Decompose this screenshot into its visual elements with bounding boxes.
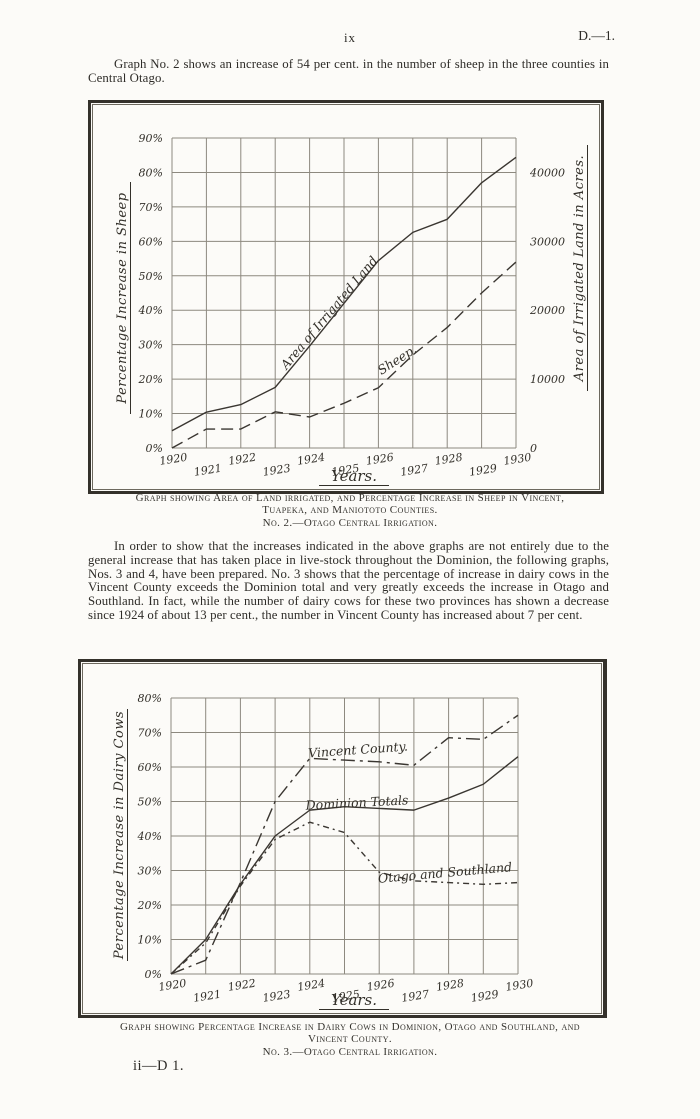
svg-text:20%: 20% xyxy=(137,899,162,912)
svg-text:30%: 30% xyxy=(138,865,162,878)
svg-text:20000: 20000 xyxy=(529,304,565,317)
figure-1-caption: Graph showing Area of Land irrigated, an… xyxy=(40,492,660,529)
svg-text:1930: 1930 xyxy=(503,451,533,468)
left-axis-title-dairy-cows: Percentage Increase in Dairy Cows xyxy=(112,709,128,961)
sheep-irrigation-chart: 0%10%20%30%40%50%60%70%80%90%19201921192… xyxy=(138,132,565,479)
caption-line: No. 3.—Otago Central Irrigation. xyxy=(262,1045,438,1058)
svg-text:10%: 10% xyxy=(138,934,162,947)
svg-text:1928: 1928 xyxy=(434,451,464,468)
svg-text:1926: 1926 xyxy=(366,977,396,994)
svg-text:1929: 1929 xyxy=(470,988,500,1005)
right-axis-title-acres: Area of Irrigated Land in Acres. xyxy=(572,145,588,391)
x-axis-title-years-1: Years. xyxy=(319,467,389,486)
figure-2-caption: Graph showing Percentage Increase in Dai… xyxy=(40,1021,660,1058)
figure-dairy-cows-chart: 0% 10% 20% 30% 40% 50% 60% 70% 80% 1920 1921 1922 19… xyxy=(78,659,607,1018)
svg-text:80%: 80% xyxy=(138,692,162,705)
svg-text:40%: 40% xyxy=(138,304,163,317)
svg-text:1923: 1923 xyxy=(262,988,292,1005)
caption-line: No. 2.—Otago Central Irrigation. xyxy=(262,516,438,529)
svg-text:60%: 60% xyxy=(139,235,163,248)
svg-text:1928: 1928 xyxy=(435,977,465,994)
caption-line: Graph showing Percentage Increase in Dai… xyxy=(120,1021,580,1033)
svg-text:60%: 60% xyxy=(138,761,162,774)
svg-text:10000: 10000 xyxy=(530,373,565,386)
x-axis-title-years-2: Years. xyxy=(319,991,389,1010)
svg-text:1925: 1925 xyxy=(331,462,361,479)
svg-text:0%: 0% xyxy=(145,968,162,981)
doc-ref: D.—1. xyxy=(578,28,615,43)
svg-text:70%: 70% xyxy=(138,727,162,740)
intro-paragraph: Graph No. 2 shows an increase of 54 per … xyxy=(88,57,609,85)
page-number: ix xyxy=(343,30,357,45)
svg-text:30000: 30000 xyxy=(530,235,565,248)
footer-signature: ii—D 1. xyxy=(133,1058,185,1074)
svg-text:1923: 1923 xyxy=(262,462,292,479)
svg-text:1927: 1927 xyxy=(399,462,429,479)
discussion-paragraph: In order to show that the increases indi… xyxy=(88,539,609,622)
caption-line: Tuapeka, and Maniototo Counties. xyxy=(262,504,438,517)
svg-text:40000: 40000 xyxy=(529,166,565,179)
svg-text:1920: 1920 xyxy=(158,977,188,994)
svg-text:30%: 30% xyxy=(139,339,163,352)
svg-text:90%: 90% xyxy=(139,132,163,145)
svg-text:1925: 1925 xyxy=(331,988,361,1005)
svg-text:10%: 10% xyxy=(139,408,163,421)
svg-text:1921: 1921 xyxy=(192,988,222,1005)
svg-text:1926: 1926 xyxy=(365,451,395,468)
svg-text:1922: 1922 xyxy=(227,451,257,468)
svg-text:1924: 1924 xyxy=(296,977,326,994)
svg-text:1929: 1929 xyxy=(468,462,498,479)
svg-text:70%: 70% xyxy=(139,201,163,214)
svg-text:1922: 1922 xyxy=(227,977,257,994)
svg-text:1927: 1927 xyxy=(400,988,430,1005)
svg-text:1921: 1921 xyxy=(193,462,223,479)
svg-text:20%: 20% xyxy=(138,373,163,386)
svg-text:50%: 50% xyxy=(138,796,162,809)
svg-text:1930: 1930 xyxy=(505,977,535,994)
caption-line: Vincent County. xyxy=(307,1033,393,1046)
svg-text:40%: 40% xyxy=(137,830,162,843)
svg-text:50%: 50% xyxy=(139,270,163,283)
svg-text:1920: 1920 xyxy=(159,451,189,468)
figure-sheep-irrigation-chart: 0% 10% 20% 30% 40% 50% 60% 70% 80% 90% 1920 1921 192… xyxy=(88,100,604,494)
left-axis-title-sheep: Percentage Increase in Sheep xyxy=(115,182,131,414)
svg-text:1924: 1924 xyxy=(296,451,326,468)
svg-text:80%: 80% xyxy=(139,166,163,179)
caption-line: Graph showing Area of Land irrigated, an… xyxy=(135,492,565,504)
svg-text:0: 0 xyxy=(530,442,537,455)
svg-text:0%: 0% xyxy=(146,442,163,455)
